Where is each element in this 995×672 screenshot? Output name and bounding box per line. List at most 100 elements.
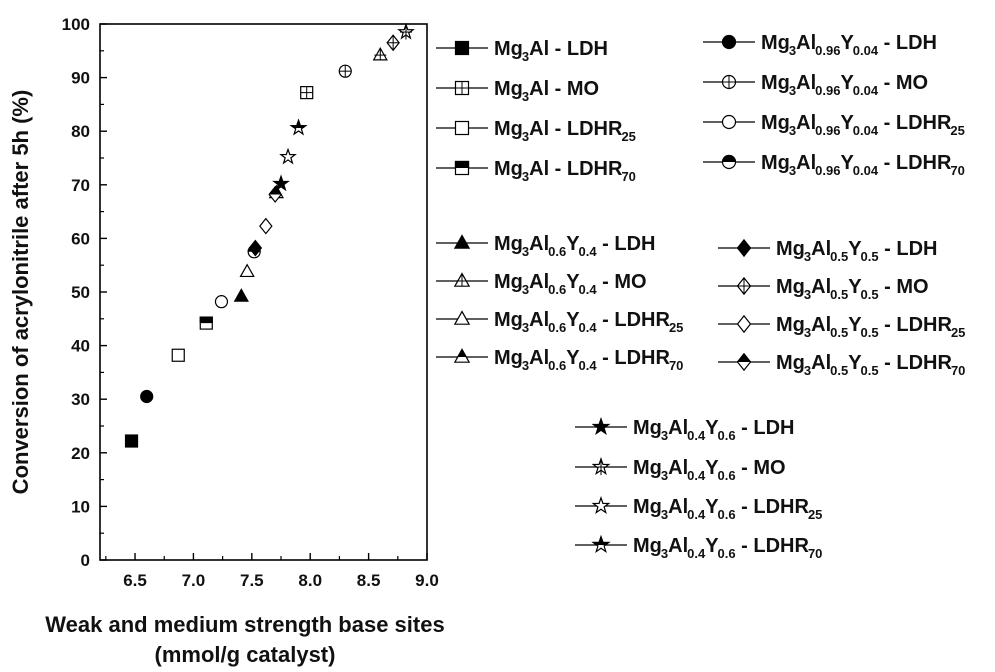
legend-entry: Mg3Al - LDHR70: [436, 158, 636, 184]
legend-label: Mg3Al0.6Y0.4 - LDHR70: [494, 347, 683, 373]
legend-entry: Mg3Al0.5Y0.5 - MO: [718, 276, 929, 302]
data-point: [199, 316, 213, 330]
legend-entry: Mg3Al - LDHR25: [436, 118, 636, 144]
legend-label: Mg3Al0.96Y0.04 - MO: [761, 72, 928, 98]
legend-marker: [736, 238, 752, 258]
y-tick-label: 60: [71, 229, 90, 248]
legend-marker: [453, 234, 471, 249]
legend-label: Mg3Al - MO: [494, 78, 599, 104]
legend-label: Mg3Al0.6Y0.4 - MO: [494, 271, 647, 297]
legend-entry: Mg3Al0.6Y0.4 - LDHR70: [436, 347, 683, 373]
legend-label: Mg3Al - LDHR70: [494, 158, 636, 184]
legend-label: Mg3Al0.96Y0.04 - LDH: [761, 32, 937, 58]
y-tick-label: 90: [71, 69, 90, 88]
data-point: [338, 64, 352, 78]
legend-label: Mg3Al0.4Y0.6 - LDHR25: [633, 496, 822, 522]
legend-label: Mg3Al0.96Y0.04 - LDHR70: [761, 152, 965, 178]
y-tick-label: 80: [71, 122, 90, 141]
data-point: [214, 295, 229, 309]
legend-entry: Mg3Al0.5Y0.5 - LDHR25: [718, 314, 965, 340]
x-axis-label: Weak and medium strength base sites: [45, 612, 444, 637]
legend-marker: [591, 496, 611, 515]
data-point: [272, 174, 290, 192]
axes: 0 10 20 30 40 50 60 70 80 90 100 6.5 7.0 7.5 8.0 8.5 9.0…: [8, 15, 445, 667]
y-tick-label: 50: [71, 283, 90, 302]
legend-entry: Mg3Al0.6Y0.4 - MO: [436, 271, 647, 297]
x-tick-label: 6.5: [123, 571, 147, 590]
legend-marker: [736, 352, 752, 372]
data-point: [397, 22, 415, 40]
y-tick-label: 70: [71, 176, 90, 195]
x-axis-label: (mmol/g catalyst): [155, 642, 336, 667]
y-tick-label: 40: [71, 337, 90, 356]
legend-marker: [736, 276, 752, 296]
legend-entry: Mg3Al0.96Y0.04 - LDH: [703, 32, 937, 58]
legend-label: Mg3Al0.96Y0.04 - LDHR25: [761, 112, 965, 138]
legend-label: Mg3Al0.5Y0.5 - LDHR70: [776, 352, 965, 378]
legend-entry: Mg3Al0.6Y0.4 - LDHR25: [436, 309, 683, 335]
legend-label: Mg3Al0.5Y0.5 - MO: [776, 276, 929, 302]
legend-entry: Mg3Al0.96Y0.04 - LDHR25: [703, 112, 965, 138]
legend-marker: [721, 34, 737, 50]
legend-entry: Mg3Al0.6Y0.4 - LDH: [436, 233, 656, 259]
x-tick-label: 8.5: [357, 571, 381, 590]
legend-entry: Mg3Al0.4Y0.6 - MO: [575, 457, 786, 483]
legend-marker: [454, 80, 470, 96]
data-point: [140, 389, 154, 404]
data-point: [171, 348, 185, 362]
legend-entry: Mg3Al0.5Y0.5 - LDHR70: [718, 352, 965, 378]
data-point: [300, 86, 314, 100]
legend-marker: [454, 40, 470, 56]
data-point: [239, 263, 255, 278]
legend-marker: [453, 348, 471, 363]
legend-marker: [591, 417, 611, 436]
legend-marker: [591, 457, 611, 476]
y-tick-label: 100: [62, 15, 90, 34]
data-point: [259, 217, 273, 235]
legend-label: Mg3Al0.4Y0.6 - MO: [633, 457, 786, 483]
x-tick-label: 8.0: [298, 571, 322, 590]
legend-label: Mg3Al0.5Y0.5 - LDHR25: [776, 314, 965, 340]
legend-entry: Mg3Al0.4Y0.6 - LDHR70: [575, 535, 822, 561]
legend-entry: Mg3Al0.96Y0.04 - MO: [703, 72, 928, 98]
data-point: [268, 185, 282, 203]
y-tick-label: 20: [71, 444, 90, 463]
data-point: [289, 118, 308, 136]
legend-label: Mg3Al - LDHR25: [494, 118, 636, 144]
legend-marker: [736, 314, 752, 334]
legend-label: Mg3Al0.4Y0.6 - LDH: [633, 417, 795, 443]
legend-entry: Mg3Al - MO: [436, 78, 599, 104]
legend-marker: [453, 310, 471, 325]
x-tick-label: 7.0: [182, 571, 206, 590]
plot-frame: [99, 23, 428, 561]
data-point: [248, 239, 263, 257]
legend-marker: [721, 74, 737, 90]
legend-entry: Mg3Al0.5Y0.5 - LDH: [718, 238, 938, 264]
data-points: [124, 22, 415, 448]
legend-label: Mg3Al0.4Y0.6 - LDHR70: [633, 535, 822, 561]
legend-label: Mg3Al0.6Y0.4 - LDHR25: [494, 309, 683, 335]
data-point: [124, 434, 139, 448]
y-axis-label: Conversion of acrylonitrile after 5h (%): [8, 90, 33, 495]
legend: Mg3Al - LDH Mg3Al - MO Mg3Al - LDHR25 Mg3Al…: [436, 32, 965, 561]
y-tick-label: 30: [71, 390, 90, 409]
legend-label: Mg3Al0.5Y0.5 - LDH: [776, 238, 938, 264]
legend-label: Mg3Al - LDH: [494, 38, 608, 64]
legend-entry: Mg3Al - LDH: [436, 38, 608, 64]
legend-marker: [721, 114, 737, 130]
legend-marker: [454, 160, 470, 176]
data-point: [279, 147, 297, 165]
legend-entry: Mg3Al0.96Y0.04 - LDHR70: [703, 152, 965, 178]
legend-marker: [454, 120, 470, 136]
legend-entry: Mg3Al0.4Y0.6 - LDH: [575, 417, 795, 443]
data-point: [372, 46, 388, 61]
legend-marker: [453, 272, 471, 287]
legend-marker: [591, 535, 611, 554]
legend-marker: [721, 154, 737, 170]
x-tick-label: 9.0: [415, 571, 439, 590]
legend-entry: Mg3Al0.4Y0.6 - LDHR25: [575, 496, 822, 522]
data-point: [386, 34, 400, 52]
y-tick-label: 10: [71, 497, 90, 516]
y-tick-label: 0: [81, 551, 90, 570]
